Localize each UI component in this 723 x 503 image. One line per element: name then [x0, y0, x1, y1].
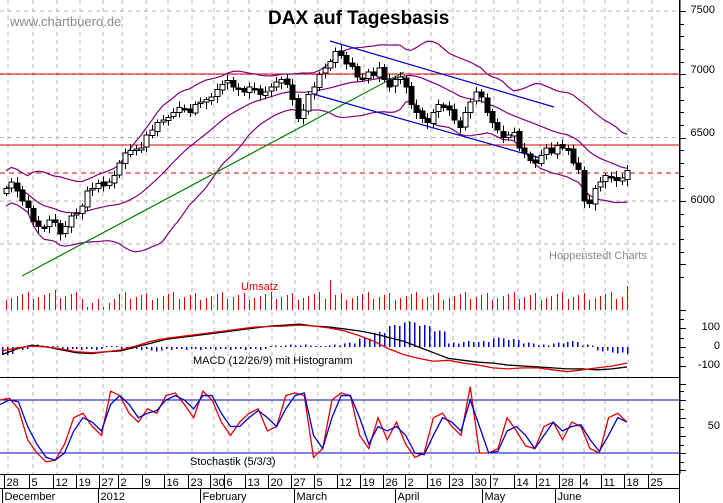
month-label: December	[5, 491, 56, 503]
day-tick: 5	[32, 477, 38, 489]
credit-label: Hoppenstedt Charts	[549, 250, 647, 262]
day-tick: 11	[604, 477, 615, 489]
price-tick-6500: 6500	[690, 127, 715, 139]
day-tick: 27	[294, 477, 306, 489]
price-tick-6000: 6000	[690, 194, 715, 206]
day-tick: 30	[475, 477, 487, 489]
day-tick: 12	[56, 477, 68, 489]
volume-bars	[5, 280, 629, 310]
chart-frame	[0, 0, 686, 474]
date-axis: 28 5 12 19 27 2 9 16 23 30 6 13 20 27 5 12 19 26 2 16 23 30 7 1…	[0, 474, 680, 503]
day-tick: 16	[167, 477, 179, 489]
day-tick: 2	[121, 477, 127, 489]
day-tick: 28	[562, 477, 574, 489]
day-tick: 12	[340, 477, 352, 489]
day-tick: 9	[145, 477, 151, 489]
day-tick: 16	[430, 477, 442, 489]
day-tick: 5	[317, 477, 323, 489]
candlesticks	[3, 44, 631, 241]
stochastic-panel	[0, 386, 679, 463]
day-tick: 23	[452, 477, 464, 489]
day-tick: 14	[517, 477, 529, 489]
macd-tick-0: 0	[713, 340, 720, 352]
price-tick-7000: 7000	[690, 64, 715, 76]
month-label: February	[203, 491, 248, 503]
day-tick: 25	[651, 477, 663, 489]
day-tick: 30	[213, 477, 225, 489]
day-tick: 18	[627, 477, 639, 489]
bollinger-bands	[5, 40, 628, 253]
month-label: May	[485, 491, 506, 503]
day-tick: 19	[363, 477, 375, 489]
day-tick: 2	[408, 477, 414, 489]
day-tick: 23	[191, 477, 203, 489]
day-tick: 4	[583, 477, 589, 489]
watermark: www.chartbuero.de	[10, 14, 122, 29]
macd-tick-100: 100	[701, 321, 720, 333]
trendlines	[21, 40, 555, 277]
stoch-tick-50: 50	[707, 420, 720, 432]
macd-label: MACD (12/26/9) mit Histogramm	[193, 355, 353, 367]
chart-grid	[0, 0, 679, 474]
macd-panel	[1, 321, 629, 373]
day-tick: 27	[102, 477, 114, 489]
volume-label: Umsatz	[241, 281, 279, 293]
resistance-lines	[0, 73, 679, 174]
month-label: 2012	[101, 491, 125, 503]
day-tick: 20	[271, 477, 283, 489]
chart-title: DAX auf Tagesbasis	[268, 8, 450, 29]
stochastic-label: Stochastik (5/3/3)	[190, 456, 276, 468]
month-label: April	[398, 491, 420, 503]
price-tick-7500: 7500	[690, 4, 715, 16]
day-tick: 7	[493, 477, 499, 489]
month-label: March	[297, 491, 328, 503]
day-tick: 28	[7, 477, 19, 489]
day-tick: 13	[248, 477, 260, 489]
day-tick: 6	[227, 477, 233, 489]
day-tick: 21	[539, 477, 551, 489]
day-tick: 19	[79, 477, 91, 489]
month-label: June	[558, 491, 582, 503]
day-tick: 26	[386, 477, 398, 489]
macd-tick-minus100: -100	[697, 359, 720, 371]
